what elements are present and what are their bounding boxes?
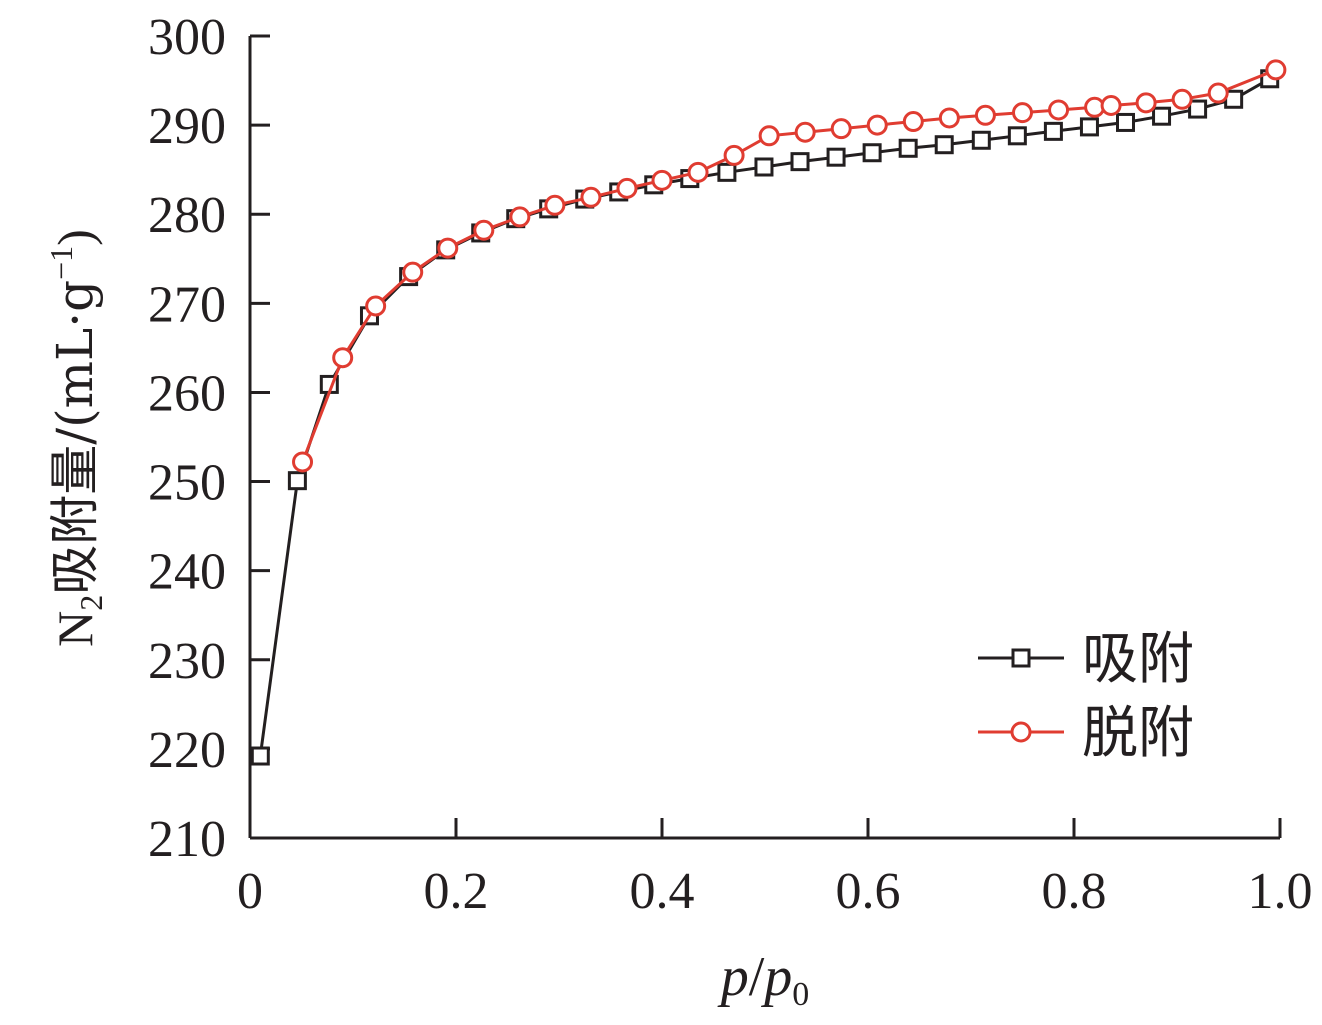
x-tick-label: 0.8 — [1042, 863, 1107, 920]
legend-item: 脱附 — [978, 701, 1194, 766]
data-point — [332, 347, 354, 369]
y-axis-label-close: ) — [47, 229, 103, 246]
x-tick-label: 0.4 — [630, 863, 695, 920]
series-layer — [250, 59, 1287, 766]
x-axis-label-slash: / — [749, 946, 765, 1008]
data-point — [723, 144, 745, 166]
data-point — [938, 107, 960, 129]
data-point — [616, 177, 638, 199]
y-tick-label: 260 — [148, 365, 226, 422]
x-axis-label-sub: 0 — [792, 976, 809, 1013]
data-point — [402, 261, 424, 283]
y-axis-label-n-sub: 2 — [73, 595, 109, 611]
data-point — [687, 161, 709, 183]
data-point — [898, 138, 918, 158]
data-point — [1116, 112, 1135, 132]
data-point — [544, 194, 566, 216]
x-tick-label: 0.6 — [836, 863, 901, 920]
data-point — [794, 121, 816, 143]
data-point — [437, 237, 459, 259]
data-point — [509, 206, 531, 228]
y-tick-label: 220 — [148, 722, 226, 779]
data-point — [580, 186, 602, 208]
x-axis-label: p/p0 — [717, 946, 810, 1013]
y-axis-label-n: N — [47, 611, 103, 647]
axes: 210 220 230 240 250 260 270 280 290 300 0 0.2 0.4 0.6… — [148, 9, 1313, 920]
y-tick-label: 280 — [148, 187, 226, 244]
data-point — [1043, 121, 1063, 141]
y-tick-label: 230 — [148, 633, 226, 690]
legend-marker — [1010, 721, 1032, 743]
legend-label: 脱附 — [1082, 701, 1194, 766]
y-tick-label: 290 — [148, 98, 226, 155]
data-point — [1171, 88, 1193, 110]
data-point — [1265, 59, 1287, 81]
data-point — [866, 114, 888, 136]
y-tick-label: 240 — [148, 544, 226, 601]
data-point — [934, 135, 954, 155]
legend-item: 吸附 — [978, 627, 1194, 692]
data-point — [1152, 106, 1172, 126]
x-axis-label-p1: p — [717, 946, 749, 1008]
data-point — [250, 746, 270, 766]
data-point — [790, 152, 810, 172]
data-point — [754, 157, 774, 177]
data-point — [1012, 102, 1033, 124]
y-tick-label: 210 — [148, 811, 226, 868]
x-tick-label: 0 — [237, 863, 263, 920]
data-point — [287, 471, 307, 491]
data-point — [862, 143, 882, 163]
data-point — [1079, 117, 1099, 137]
y-tick-label: 300 — [148, 9, 226, 66]
y-tick-label: 250 — [148, 455, 226, 512]
y-axis-label: N2吸附量/(mL·g−1) — [43, 229, 109, 647]
legend-label: 吸附 — [1082, 627, 1194, 692]
data-point — [974, 104, 996, 126]
data-point — [830, 118, 852, 140]
data-point — [971, 130, 991, 150]
data-point — [1048, 99, 1070, 121]
data-point — [365, 295, 387, 317]
x-axis-label-p2: p — [760, 946, 792, 1008]
data-point — [1135, 92, 1157, 114]
y-tick-label: 270 — [148, 276, 226, 333]
data-point — [473, 219, 495, 241]
data-point — [651, 169, 673, 191]
data-point — [1100, 95, 1122, 117]
data-point — [1007, 126, 1027, 146]
data-point — [1207, 82, 1229, 104]
data-point — [758, 125, 780, 147]
data-point — [717, 162, 737, 182]
y-axis-label-sup: −1 — [43, 246, 79, 280]
data-point — [826, 147, 846, 167]
y-axis-label-main: 吸附量/(mL·g — [46, 280, 104, 595]
data-point — [902, 111, 924, 133]
legend-marker — [1011, 648, 1031, 668]
data-point — [1188, 99, 1208, 119]
data-point — [292, 451, 314, 473]
x-tick-label: 1.0 — [1248, 863, 1313, 920]
x-tick-label: 0.2 — [424, 863, 489, 920]
series-2 — [292, 59, 1287, 473]
